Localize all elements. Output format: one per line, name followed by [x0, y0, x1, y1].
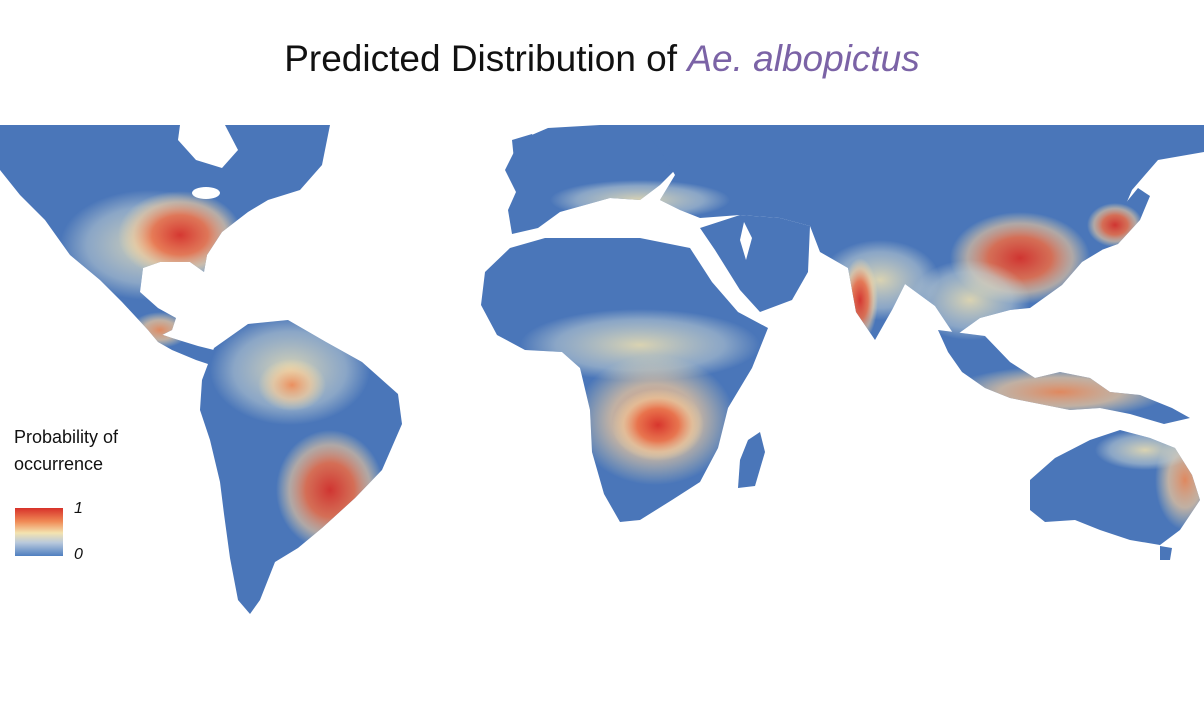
- south-brazil-hotspot: [276, 430, 384, 550]
- caspian-sea: [740, 222, 752, 260]
- great-lakes-water: [192, 187, 220, 199]
- madagascar-landmass: [738, 432, 765, 488]
- legend-title-line-2: occurrence: [14, 454, 104, 474]
- legend-max-label: 1: [74, 500, 83, 517]
- central-africa-hotspot: [612, 389, 704, 461]
- slide-title: Predicted Distribution of Ae. albopictus: [0, 38, 1204, 80]
- legend-title: Probability of occurrence: [14, 424, 118, 478]
- us-southeast-hotspot: [118, 191, 242, 279]
- tasmania-landmass: [1160, 546, 1172, 560]
- black-sea: [610, 206, 660, 228]
- title-species: Ae. albopictus: [687, 38, 920, 79]
- title-prefix: Predicted Distribution of: [284, 38, 678, 79]
- hudson-bay: [178, 125, 238, 168]
- great-lakes: [192, 187, 220, 199]
- legend-min-label: 0: [74, 546, 83, 563]
- india-west-coast-hotspot: [842, 258, 878, 342]
- indonesia-warm-zone: [950, 366, 1170, 418]
- japan-hotspot: [1087, 203, 1143, 247]
- indochina-transition-zone: [910, 260, 1030, 340]
- sahel-transition-zone: [520, 309, 760, 381]
- legend-title-line-1: Probability of: [14, 427, 119, 447]
- amazon-warm-zone: [258, 359, 326, 411]
- central-america-zone: [130, 312, 190, 348]
- australia-north-zone: [1095, 430, 1195, 470]
- legend-color-ramp: [15, 508, 63, 556]
